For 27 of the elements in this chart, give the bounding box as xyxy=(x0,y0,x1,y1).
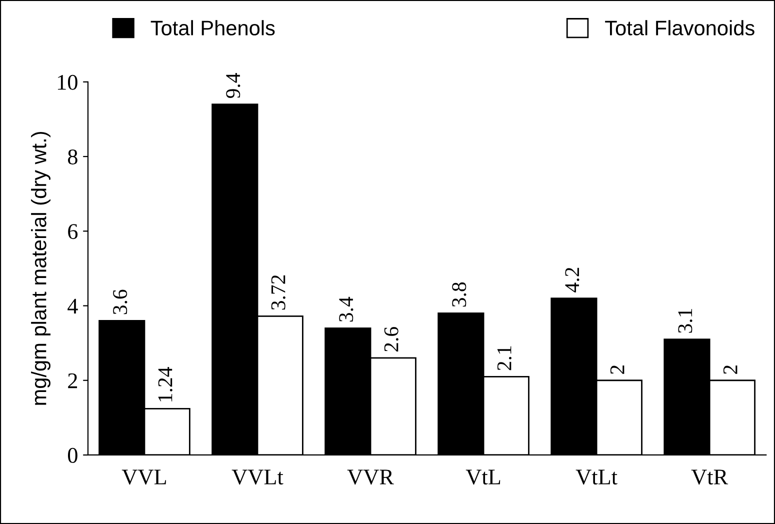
y-tick-label: 2 xyxy=(68,373,78,388)
x-tick-label: VVL xyxy=(122,470,166,485)
data-label: 2 xyxy=(610,366,624,374)
x-tick-label: VtL xyxy=(466,470,500,485)
x-tick-label: VtLt xyxy=(576,470,618,485)
y-tick-label: 4 xyxy=(68,298,78,314)
data-label: 2.6 xyxy=(384,327,398,352)
data-label: 3.1 xyxy=(678,308,692,333)
data-label: 3.72 xyxy=(271,275,286,310)
legend-label: Total Flavonoids xyxy=(605,20,754,36)
x-tick-label: VtR xyxy=(691,470,728,485)
data-label: 3.8 xyxy=(452,282,466,307)
y-tick-label: 8 xyxy=(68,149,78,164)
data-label: 3.4 xyxy=(339,296,354,322)
y-tick-label: 10 xyxy=(58,74,78,90)
data-label: 9.4 xyxy=(226,73,240,98)
legend-label: Total Phenols xyxy=(150,20,275,36)
y-tick-label: 6 xyxy=(68,224,78,240)
data-label: 4.2 xyxy=(565,268,580,292)
data-label: 2.1 xyxy=(497,346,512,370)
y-tick-label: 0 xyxy=(68,448,78,463)
data-label: 1.24 xyxy=(158,367,172,402)
x-tick-label: VVR xyxy=(347,470,394,485)
x-tick-label: VVLt xyxy=(232,470,284,485)
data-label: 3.6 xyxy=(113,290,128,314)
data-label: 2 xyxy=(723,366,738,374)
y-axis-title: mg/gm plant material (dry wt.) xyxy=(31,132,50,405)
